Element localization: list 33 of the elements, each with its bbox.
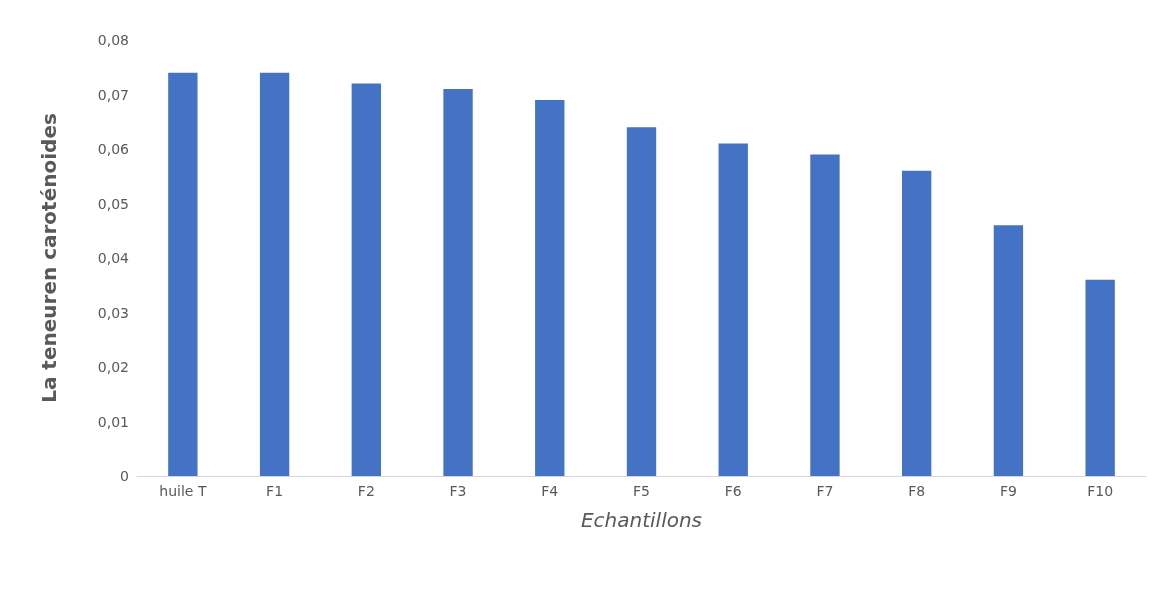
x-tick-label: F9 xyxy=(999,483,1017,499)
y-tick-label: 0,02 xyxy=(97,359,129,375)
bar xyxy=(902,170,932,476)
x-tick-label: F7 xyxy=(816,483,834,499)
x-tick-label: F3 xyxy=(449,483,467,499)
bar xyxy=(535,99,565,476)
x-tick-label: huile T xyxy=(159,483,207,499)
bar xyxy=(259,72,290,476)
x-tick-label: F1 xyxy=(266,483,284,499)
bar xyxy=(1085,279,1115,476)
x-tick-label: F2 xyxy=(357,483,375,499)
bar xyxy=(351,83,381,476)
x-axis-title: Echantillons xyxy=(580,508,703,532)
y-tick-label: 0 xyxy=(120,468,129,484)
y-axis-title: La teneuren caroténoides xyxy=(37,113,61,403)
y-tick-label: 0,04 xyxy=(97,250,130,266)
x-tick-label: F8 xyxy=(908,483,926,499)
x-tick-label: F10 xyxy=(1087,483,1114,499)
bar xyxy=(443,89,473,476)
x-tick-label: F4 xyxy=(541,483,559,499)
y-tick-label: 0,06 xyxy=(97,141,130,157)
bar xyxy=(993,225,1024,476)
y-tick-label: 0,01 xyxy=(97,413,129,430)
y-tick-label: 0,08 xyxy=(97,32,129,48)
bar xyxy=(810,154,840,476)
y-tick-label: 0,03 xyxy=(97,304,129,321)
x-tick-label: F5 xyxy=(633,483,650,499)
y-tick-label: 0,07 xyxy=(97,86,129,103)
y-tick-label: 0,05 xyxy=(97,195,129,212)
bar xyxy=(626,127,657,476)
bar xyxy=(718,143,748,476)
x-tick-label: F6 xyxy=(724,483,742,499)
bar xyxy=(168,72,198,476)
